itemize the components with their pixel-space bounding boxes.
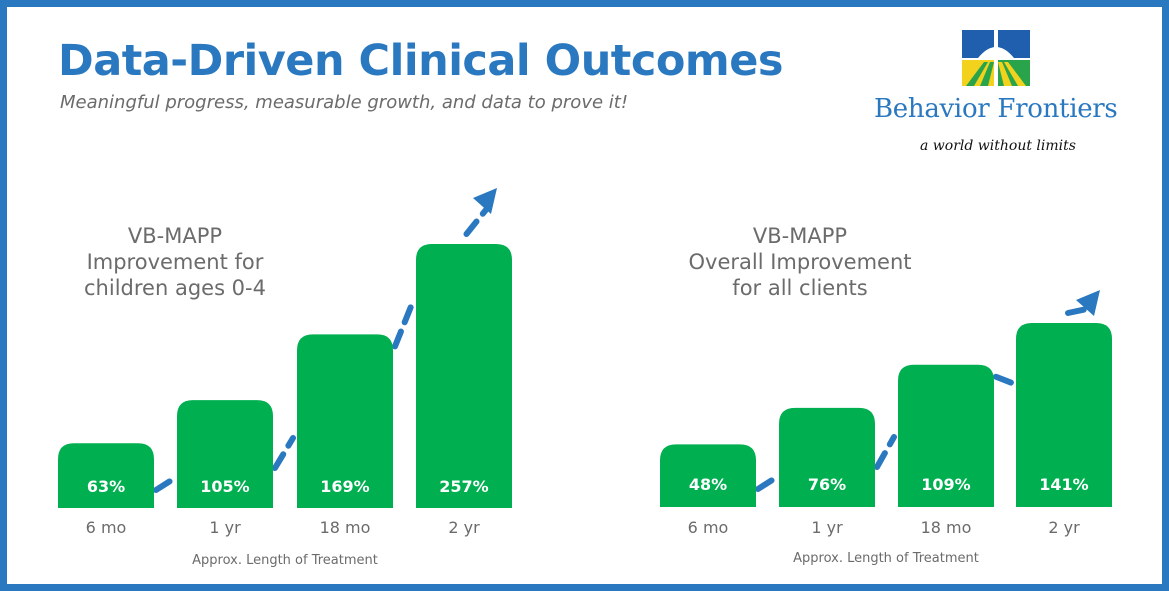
bar-1-yr bbox=[177, 400, 273, 508]
trend-line bbox=[755, 305, 1095, 492]
trend-line bbox=[153, 203, 492, 493]
chart-title-line: for all clients bbox=[732, 276, 867, 300]
trend-arrow-icon bbox=[1076, 290, 1100, 316]
trend-arrow-icon bbox=[473, 188, 497, 214]
page-subtitle: Meaningful progress, measurable growth, … bbox=[60, 92, 629, 113]
data-label: 76% bbox=[808, 475, 846, 494]
x-tick-label: 18 mo bbox=[320, 518, 371, 537]
data-label: 109% bbox=[921, 475, 970, 494]
data-label: 257% bbox=[439, 477, 488, 496]
bar-18-mo bbox=[297, 334, 393, 508]
data-label: 48% bbox=[689, 475, 727, 494]
x-tick-label: 2 yr bbox=[1048, 518, 1080, 537]
bar-2-yr bbox=[1016, 323, 1112, 507]
x-tick-label: 6 mo bbox=[688, 518, 729, 537]
data-label: 105% bbox=[200, 477, 249, 496]
bar-2-yr bbox=[416, 244, 512, 508]
page-title: Data-Driven Clinical Outcomes bbox=[58, 36, 783, 86]
data-label: 141% bbox=[1039, 475, 1088, 494]
logo-tagline: a world without limits bbox=[920, 138, 1076, 154]
x-tick-label: 1 yr bbox=[811, 518, 843, 537]
bar-1-yr bbox=[779, 407, 875, 507]
chart-1: 63% 105% 169% 257% 6 mo 1 yr 18 mo 2 yr Approx. … bbox=[58, 188, 512, 568]
bar-6-mo bbox=[660, 444, 756, 507]
x-tick-label: 6 mo bbox=[86, 518, 127, 537]
x-tick-label: 2 yr bbox=[448, 518, 480, 537]
x-tick-label: 1 yr bbox=[209, 518, 241, 537]
x-axis-label: Approx. Length of Treatment bbox=[192, 553, 378, 568]
chart-title-line: VB-MAPP bbox=[753, 224, 847, 248]
logo-name: Behavior Frontiers bbox=[874, 94, 1118, 124]
chart-title-line: VB-MAPP bbox=[128, 224, 222, 248]
chart-title-line: Improvement for bbox=[87, 250, 264, 274]
x-axis-label: Approx. Length of Treatment bbox=[793, 551, 979, 566]
data-label: 63% bbox=[87, 477, 125, 496]
bar-18-mo bbox=[898, 364, 994, 507]
sunrise-fields-logo-icon bbox=[962, 30, 1030, 86]
company-logo: Behavior Frontiers a world without limit… bbox=[866, 26, 1126, 166]
chart-2: 48% 76% 109% 141% 6 mo 1 yr 18 mo 2 yr Approx. L… bbox=[660, 224, 1112, 566]
data-label: 169% bbox=[320, 477, 369, 496]
chart-title-line: Overall Improvement bbox=[689, 250, 912, 274]
chart-title-line: children ages 0-4 bbox=[84, 276, 266, 300]
bar-6-mo bbox=[58, 443, 154, 508]
x-tick-label: 18 mo bbox=[921, 518, 972, 537]
